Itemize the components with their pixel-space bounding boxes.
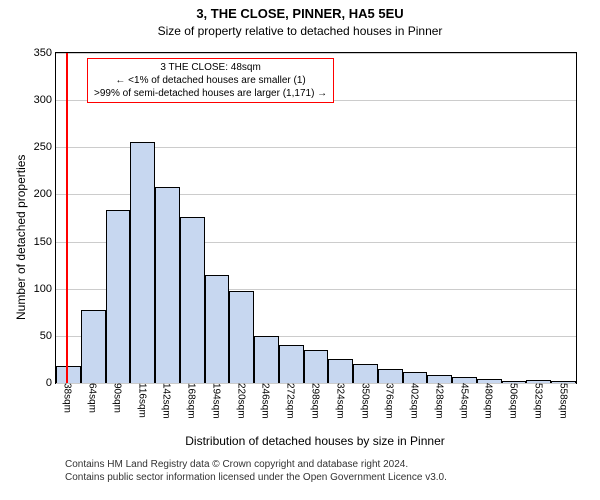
x-tick-label: 90sqm [111, 383, 124, 413]
histogram-bar [403, 372, 428, 383]
x-tick-label: 532sqm [532, 383, 545, 419]
histogram-bar [81, 310, 106, 383]
x-tick-label: 38sqm [62, 383, 75, 413]
x-tick-label: 376sqm [384, 383, 397, 419]
chart-subtitle: Size of property relative to detached ho… [0, 24, 600, 38]
x-tick-label: 558sqm [557, 383, 570, 419]
histogram-bar [130, 142, 155, 383]
histogram-bar [279, 345, 304, 383]
histogram-bar [155, 187, 180, 383]
y-tick-label: 50 [40, 330, 56, 342]
x-tick-label: 246sqm [260, 383, 273, 419]
histogram-bar [205, 275, 230, 383]
x-tick-label: 506sqm [508, 383, 521, 419]
x-tick-label: 272sqm [285, 383, 298, 419]
y-tick-label: 200 [34, 188, 56, 200]
y-tick-label: 300 [34, 94, 56, 106]
histogram-bar [106, 210, 131, 383]
chart-title: 3, THE CLOSE, PINNER, HA5 5EU [0, 6, 600, 21]
x-tick-label: 220sqm [235, 383, 248, 419]
y-tick-label: 150 [34, 236, 56, 248]
histogram-bar [254, 336, 279, 383]
x-tick-label: 116sqm [136, 383, 149, 418]
histogram-bar [378, 369, 403, 383]
x-tick-label: 324sqm [334, 383, 347, 419]
x-tick-label: 298sqm [310, 383, 323, 419]
attribution-line-1: Contains HM Land Registry data © Crown c… [65, 458, 447, 471]
histogram-bar [328, 359, 353, 383]
chart-container: 3, THE CLOSE, PINNER, HA5 5EU Size of pr… [0, 0, 600, 500]
histogram-bar [180, 217, 205, 383]
histogram-bar [353, 364, 378, 383]
marker-line [66, 53, 68, 383]
x-axis-label: Distribution of detached houses by size … [55, 434, 575, 448]
y-tick-label: 350 [34, 47, 56, 59]
x-tick-label: 402sqm [409, 383, 422, 419]
histogram-bar [56, 366, 81, 383]
info-line-1: 3 THE CLOSE: 48sqm [94, 61, 327, 74]
y-tick-label: 250 [34, 141, 56, 153]
y-axis-label: Number of detached properties [14, 155, 28, 320]
histogram-bar [427, 375, 452, 383]
x-tick-label: 64sqm [87, 383, 100, 413]
x-tick-label: 428sqm [433, 383, 446, 419]
x-tick-label: 480sqm [483, 383, 496, 419]
gridline [56, 53, 576, 54]
attribution-line-2: Contains public sector information licen… [65, 471, 447, 484]
info-line-3: >99% of semi-detached houses are larger … [94, 87, 327, 100]
attribution: Contains HM Land Registry data © Crown c… [65, 458, 447, 484]
x-tick-label: 454sqm [458, 383, 471, 419]
histogram-bar [229, 291, 254, 383]
x-tick-label: 350sqm [359, 383, 372, 419]
x-tick-label: 142sqm [161, 383, 174, 419]
y-tick-label: 100 [34, 283, 56, 295]
histogram-bar [304, 350, 329, 383]
x-tick-label: 168sqm [186, 383, 199, 419]
x-tick-label: 194sqm [210, 383, 223, 419]
info-box: 3 THE CLOSE: 48sqm ← <1% of detached hou… [87, 58, 334, 103]
info-line-2: ← <1% of detached houses are smaller (1) [94, 74, 327, 87]
y-tick-label: 0 [46, 377, 56, 389]
